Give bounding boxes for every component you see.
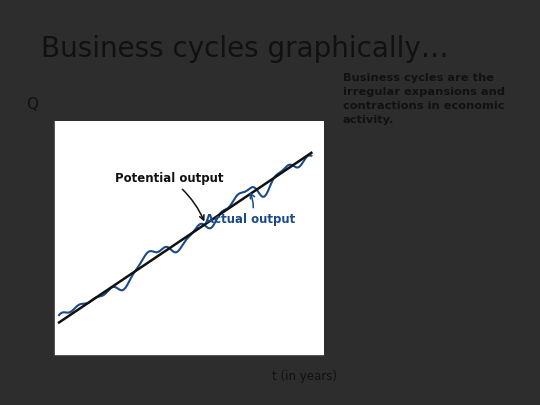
Text: Potential output: Potential output (114, 172, 223, 220)
Text: Actual output: Actual output (205, 194, 296, 226)
Text: Business cycles graphically…: Business cycles graphically… (42, 35, 449, 63)
Text: Business cycles are the
irregular expansions and
contractions in economic
activi: Business cycles are the irregular expans… (343, 73, 505, 125)
Text: t (in years): t (in years) (273, 371, 338, 384)
Text: Q: Q (26, 97, 38, 112)
